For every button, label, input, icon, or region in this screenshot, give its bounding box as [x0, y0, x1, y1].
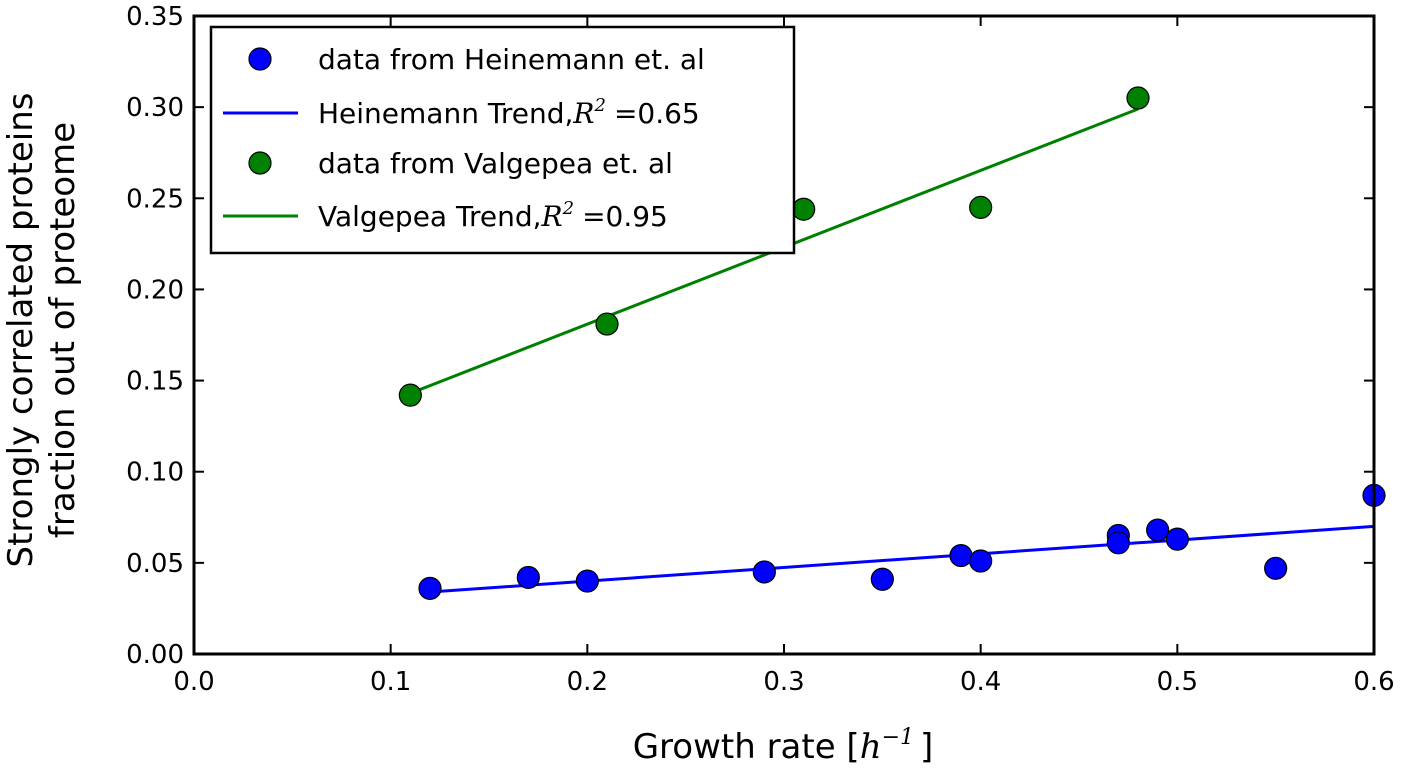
data-point-series-0: [969, 549, 993, 573]
y-tick-label: 0.25: [126, 184, 184, 214]
x-tick-label: 0.6: [1353, 667, 1394, 697]
x-tick-label: 0.1: [370, 667, 411, 697]
data-point-series-2: [1126, 86, 1150, 110]
legend-heinemann-r-value: =0.65: [614, 97, 700, 130]
y-tick-label: 0.00: [126, 640, 184, 670]
data-point-series-2: [398, 383, 422, 407]
legend-heinemann-r-exponent: 2: [593, 95, 605, 116]
legend-valgepea-r-symbol: R: [541, 200, 563, 233]
trend-line-1: [429, 524, 1375, 594]
data-point-series-0: [1264, 556, 1288, 580]
x-axis-label-text: Growth rate [: [633, 727, 860, 767]
data-point-series-2: [792, 197, 816, 221]
legend-marker-valgepea-data: [248, 151, 272, 175]
x-axis-ticks: 0.0 0.1 0.2 0.3 0.4 0.5 0.6: [173, 16, 1395, 697]
x-tick-label: 0.4: [960, 667, 1001, 697]
legend-label-valgepea-trend: Valgepea Trend,R2 =0.95: [318, 198, 668, 233]
x-axis-label-end: ]: [920, 727, 933, 767]
legend-heinemann-trend-name: Heinemann Trend,: [318, 97, 573, 130]
legend-label-heinemann-data: data from Heinemann et. al: [318, 43, 705, 76]
data-point-series-0: [1146, 518, 1170, 542]
data-point-series-2: [595, 312, 619, 336]
x-axis-label-symbol: h: [860, 727, 882, 767]
y-axis-ticks: 0.00 0.05 0.10 0.15 0.20 0.25 0.30 0.35: [126, 2, 1374, 670]
y-tick-label: 0.10: [126, 458, 184, 488]
x-tick-label: 0.2: [567, 667, 608, 697]
x-tick-label: 0.5: [1157, 667, 1198, 697]
plot-area: [398, 86, 1386, 600]
legend: data from Heinemann et. al Heinemann Tre…: [209, 25, 796, 255]
y-tick-label: 0.35: [126, 2, 184, 32]
data-point-series-0: [870, 567, 894, 591]
data-point-series-0: [949, 543, 973, 568]
y-axis-label: Strongly correlated proteins fraction ou…: [1, 93, 83, 568]
y-axis-label-line1: Strongly correlated proteins: [1, 93, 41, 568]
data-point-series-0: [575, 569, 599, 593]
legend-label-heinemann-trend: Heinemann Trend,R2 =0.65: [318, 95, 700, 130]
data-point-series-0: [516, 565, 540, 590]
y-tick-label: 0.15: [126, 367, 184, 397]
legend-box: [209, 25, 796, 255]
y-tick-label: 0.05: [126, 549, 184, 579]
x-tick-label: 0.0: [173, 667, 214, 697]
legend-label-valgepea-data: data from Valgepea et. al: [318, 147, 673, 180]
data-point-series-0: [418, 576, 442, 600]
x-tick-label: 0.3: [763, 667, 804, 697]
legend-valgepea-r-value: =0.95: [582, 200, 668, 233]
data-point-series-0: [752, 560, 776, 584]
x-axis-label-exponent: −1: [882, 725, 914, 750]
legend-valgepea-r-exponent: 2: [562, 198, 574, 219]
plot-frame: [192, 14, 1376, 656]
y-axis-label-line2: fraction out of proteome: [43, 122, 83, 538]
data-point-series-0: [1165, 527, 1189, 551]
legend-heinemann-r-symbol: R: [572, 97, 594, 130]
y-tick-label: 0.20: [126, 275, 184, 305]
legend-valgepea-trend-name: Valgepea Trend,: [318, 200, 542, 233]
data-point-series-0: [1106, 531, 1130, 555]
legend-marker-heinemann-data: [248, 47, 272, 71]
x-axis-label: Growth rate [h−1]: [633, 725, 934, 767]
y-tick-label: 0.30: [126, 93, 184, 123]
data-point-series-2: [969, 195, 993, 219]
